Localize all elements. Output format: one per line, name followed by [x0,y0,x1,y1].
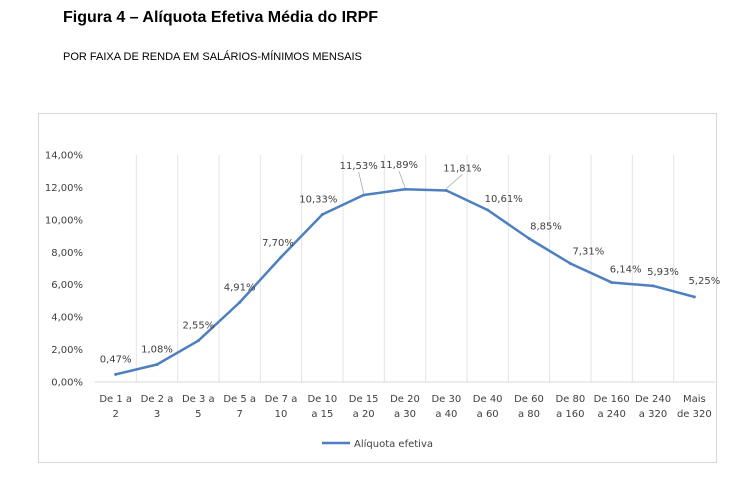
x-tick-label: De 60 a 80 [514,394,544,420]
y-tick-label: 2,00% [51,345,83,356]
data-point [403,187,407,191]
data-label: 8,85% [530,222,562,233]
data-label-leader [358,171,365,194]
y-tick-label: 8,00% [51,248,83,259]
series-line [114,187,696,376]
data-label: 10,33% [299,195,337,206]
x-tick-label: De 160 a 240 [594,394,630,420]
data-point [238,300,242,304]
chart-area [38,113,717,463]
data-label: 7,31% [572,246,604,257]
x-tick-label: De 7 a 10 [265,394,298,420]
data-label: 7,70% [262,238,294,249]
data-label: 5,25% [688,276,720,287]
data-label: 1,08% [141,344,173,355]
data-label: 11,53% [340,161,378,172]
x-tick-label: De 30 a 40 [431,394,461,420]
y-tick-label: 4,00% [51,313,83,324]
data-point [610,280,614,284]
legend-label: Alíquota efetiva [354,438,433,450]
x-tick-label: Mais de 320 [677,394,712,420]
data-label: 5,93% [647,267,679,278]
figure-subtitle: POR FAIXA DE RENDA EM SALÁRIOS-MÍNIMOS M… [63,51,362,63]
y-tick-label: 10,00% [45,215,83,226]
data-point [527,237,531,241]
y-tick-label: 14,00% [45,151,83,162]
data-label: 11,89% [380,160,418,171]
data-label: 2,55% [182,321,214,332]
data-point [486,208,490,212]
data-label-leader [446,174,463,189]
data-point [196,339,200,343]
figure-title: Figura 4 – Alíquota Efetiva Média do IRP… [63,9,379,26]
data-point [155,362,159,366]
data-label: 0,47% [100,354,132,365]
data-point [362,193,366,197]
data-point [279,255,283,259]
data-point [114,372,118,376]
x-tick-label: De 15 a 20 [349,394,379,420]
data-point [568,261,572,265]
data-label: 11,81% [443,164,481,175]
x-tick-label: De 10 a 15 [307,394,337,420]
x-tick-label: De 40 a 60 [473,394,503,420]
data-point [692,295,696,299]
data-label: 10,61% [485,194,523,205]
data-point [320,213,324,217]
x-tick-label: De 240 a 320 [635,394,671,420]
data-point [651,284,655,288]
data-point [444,189,448,193]
data-label-leader [398,171,406,188]
y-tick-label: 0,00% [51,378,83,389]
x-tick-label: De 20 a 30 [390,394,420,420]
y-tick-label: 6,00% [51,280,83,291]
y-tick-label: 12,00% [45,183,83,194]
x-tick-label: De 80 a 160 [555,394,585,420]
data-label: 4,91% [224,282,256,293]
data-label: 6,14% [610,264,642,275]
